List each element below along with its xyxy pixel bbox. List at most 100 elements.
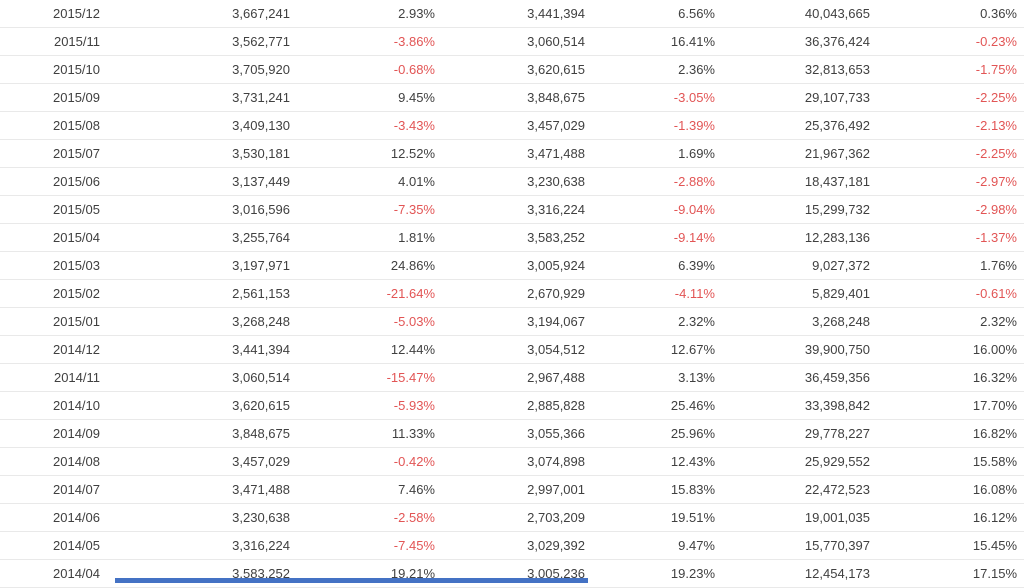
cumulative-yoy-pct-cell: 16.82% — [870, 419, 1024, 448]
month-cell: 2015/10 — [0, 55, 100, 84]
month-cell: 2015/06 — [0, 167, 100, 196]
prev-year-value-cell: 3,055,366 — [435, 419, 585, 448]
yoy-pct-cell: 1.69% — [585, 139, 715, 168]
table-row: 2014/04 3,583,252 19.21% 3,005,236 19.23% 12,… — [0, 559, 1024, 588]
value-cell: 3,457,029 — [100, 447, 290, 476]
mom-pct-cell: 9.45% — [290, 83, 435, 112]
mom-pct-cell: -5.03% — [290, 307, 435, 336]
cumulative-yoy-pct-cell: -1.75% — [870, 55, 1024, 84]
month-cell: 2015/04 — [0, 223, 100, 252]
month-cell: 2015/02 — [0, 279, 100, 308]
table-row: 2014/05 3,316,224 -7.45% 3,029,392 9.47% 15,7… — [0, 531, 1024, 560]
table-row: 2015/09 3,731,241 9.45% 3,848,675 -3.05% 29,1… — [0, 83, 1024, 112]
month-cell: 2014/06 — [0, 503, 100, 532]
month-cell: 2015/08 — [0, 111, 100, 140]
yoy-pct-cell: 6.39% — [585, 251, 715, 280]
cumulative-cell: 25,376,492 — [715, 111, 870, 140]
yoy-pct-cell: 3.13% — [585, 363, 715, 392]
cumulative-cell: 15,770,397 — [715, 531, 870, 560]
prev-year-value-cell: 3,194,067 — [435, 307, 585, 336]
prev-year-value-cell: 3,005,236 — [435, 559, 585, 588]
table-row: 2014/07 3,471,488 7.46% 2,997,001 15.83% 22,4… — [0, 475, 1024, 504]
month-cell: 2015/07 — [0, 139, 100, 168]
cumulative-yoy-pct-cell: 16.00% — [870, 335, 1024, 364]
month-cell: 2014/11 — [0, 363, 100, 392]
value-cell: 3,316,224 — [100, 531, 290, 560]
prev-year-value-cell: 2,967,488 — [435, 363, 585, 392]
value-cell: 3,230,638 — [100, 503, 290, 532]
mom-pct-cell: 11.33% — [290, 419, 435, 448]
yoy-pct-cell: -3.05% — [585, 83, 715, 112]
table-row: 2015/07 3,530,181 12.52% 3,471,488 1.69% 21,9… — [0, 139, 1024, 168]
yoy-pct-cell: -2.88% — [585, 167, 715, 196]
mom-pct-cell: 1.81% — [290, 223, 435, 252]
value-cell: 3,137,449 — [100, 167, 290, 196]
cumulative-cell: 29,778,227 — [715, 419, 870, 448]
yoy-pct-cell: -4.11% — [585, 279, 715, 308]
cumulative-cell: 19,001,035 — [715, 503, 870, 532]
prev-year-value-cell: 3,005,924 — [435, 251, 585, 280]
cumulative-yoy-pct-cell: -2.98% — [870, 195, 1024, 224]
month-cell: 2015/05 — [0, 195, 100, 224]
table-row: 2015/04 3,255,764 1.81% 3,583,252 -9.14% 12,2… — [0, 223, 1024, 252]
mom-pct-cell: 12.52% — [290, 139, 435, 168]
mom-pct-cell: 7.46% — [290, 475, 435, 504]
yoy-pct-cell: 9.47% — [585, 531, 715, 560]
cumulative-cell: 12,454,173 — [715, 559, 870, 588]
value-cell: 3,583,252 — [100, 559, 290, 588]
cumulative-cell: 40,043,665 — [715, 0, 870, 28]
value-cell: 3,667,241 — [100, 0, 290, 28]
cumulative-yoy-pct-cell: -2.97% — [870, 167, 1024, 196]
cumulative-cell: 33,398,842 — [715, 391, 870, 420]
prev-year-value-cell: 3,060,514 — [435, 27, 585, 56]
value-cell: 3,731,241 — [100, 83, 290, 112]
table-row: 2014/11 3,060,514 -15.47% 2,967,488 3.13% 36,… — [0, 363, 1024, 392]
cumulative-yoy-pct-cell: 16.32% — [870, 363, 1024, 392]
cumulative-cell: 9,027,372 — [715, 251, 870, 280]
cumulative-cell: 3,268,248 — [715, 307, 870, 336]
yoy-pct-cell: 16.41% — [585, 27, 715, 56]
table-row: 2015/06 3,137,449 4.01% 3,230,638 -2.88% 18,4… — [0, 167, 1024, 196]
value-cell: 2,561,153 — [100, 279, 290, 308]
cumulative-yoy-pct-cell: -2.25% — [870, 83, 1024, 112]
value-cell: 3,620,615 — [100, 391, 290, 420]
prev-year-value-cell: 3,457,029 — [435, 111, 585, 140]
cumulative-yoy-pct-cell: -2.25% — [870, 139, 1024, 168]
prev-year-value-cell: 3,620,615 — [435, 55, 585, 84]
cumulative-cell: 5,829,401 — [715, 279, 870, 308]
prev-year-value-cell: 3,316,224 — [435, 195, 585, 224]
yoy-pct-cell: 19.23% — [585, 559, 715, 588]
cumulative-yoy-pct-cell: 17.15% — [870, 559, 1024, 588]
month-cell: 2014/05 — [0, 531, 100, 560]
prev-year-value-cell: 3,029,392 — [435, 531, 585, 560]
cumulative-yoy-pct-cell: -1.37% — [870, 223, 1024, 252]
table-row: 2015/02 2,561,153 -21.64% 2,670,929 -4.11% 5,… — [0, 279, 1024, 308]
yoy-pct-cell: 2.32% — [585, 307, 715, 336]
month-cell: 2015/12 — [0, 0, 100, 28]
prev-year-value-cell: 2,997,001 — [435, 475, 585, 504]
mom-pct-cell: -3.43% — [290, 111, 435, 140]
month-cell: 2015/11 — [0, 27, 100, 56]
month-cell: 2014/10 — [0, 391, 100, 420]
cumulative-cell: 18,437,181 — [715, 167, 870, 196]
mom-pct-cell: -0.42% — [290, 447, 435, 476]
cumulative-yoy-pct-cell: -2.13% — [870, 111, 1024, 140]
prev-year-value-cell: 3,848,675 — [435, 83, 585, 112]
table-row: 2015/05 3,016,596 -7.35% 3,316,224 -9.04% 15,… — [0, 195, 1024, 224]
table-row: 2014/08 3,457,029 -0.42% 3,074,898 12.43% 25,… — [0, 447, 1024, 476]
cumulative-yoy-pct-cell: 16.08% — [870, 475, 1024, 504]
month-cell: 2014/07 — [0, 475, 100, 504]
table-row: 2015/11 3,562,771 -3.86% 3,060,514 16.41% 36,… — [0, 27, 1024, 56]
month-cell: 2015/09 — [0, 83, 100, 112]
value-cell: 3,471,488 — [100, 475, 290, 504]
cumulative-yoy-pct-cell: 15.58% — [870, 447, 1024, 476]
month-cell: 2014/08 — [0, 447, 100, 476]
prev-year-value-cell: 3,074,898 — [435, 447, 585, 476]
cumulative-yoy-pct-cell: 16.12% — [870, 503, 1024, 532]
cumulative-cell: 36,376,424 — [715, 27, 870, 56]
prev-year-value-cell: 2,703,209 — [435, 503, 585, 532]
value-cell: 3,197,971 — [100, 251, 290, 280]
month-cell: 2014/04 — [0, 559, 100, 588]
value-cell: 3,268,248 — [100, 307, 290, 336]
value-cell: 3,848,675 — [100, 419, 290, 448]
